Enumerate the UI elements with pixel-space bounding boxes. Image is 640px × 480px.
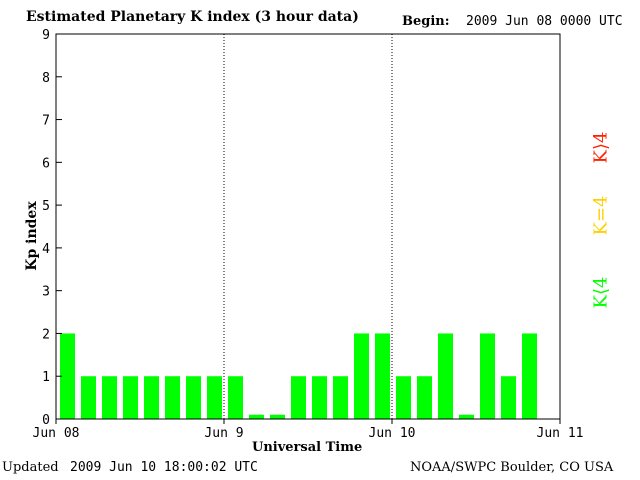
y-tick-label: 8 xyxy=(42,71,50,86)
x-tick-label: Jun 10 xyxy=(369,426,416,441)
x-tick-label: Jun 08 xyxy=(33,426,80,441)
begin-value: 2009 Jun 08 0000 UTC xyxy=(466,14,623,29)
legend-k-below-4: K⟨4 xyxy=(590,276,612,309)
updated-label: Updated xyxy=(2,460,59,475)
y-tick-label: 2 xyxy=(42,327,50,342)
kp-bar xyxy=(81,376,96,419)
kp-bar xyxy=(60,333,75,419)
y-tick-label: 0 xyxy=(42,413,50,428)
kp-bar xyxy=(102,376,117,419)
kp-bar xyxy=(417,376,432,419)
kp-bar xyxy=(291,376,306,419)
x-tick-label: Jun 11 xyxy=(537,426,584,441)
y-tick-label: 4 xyxy=(42,242,50,257)
kp-bar xyxy=(354,333,369,419)
kp-bar xyxy=(522,333,537,419)
x-tick-label: Jun 9 xyxy=(204,426,243,441)
x-axis-label: Universal Time xyxy=(252,440,363,455)
y-tick-label: 3 xyxy=(42,285,50,300)
kp-bar xyxy=(501,376,516,419)
credit-text: NOAA/SWPC Boulder, CO USA xyxy=(410,460,614,475)
kp-bar xyxy=(228,376,243,419)
y-tick-label: 6 xyxy=(42,156,50,171)
kp-bar xyxy=(165,376,180,419)
kp-bar xyxy=(333,376,348,419)
y-tick-label: 1 xyxy=(42,370,50,385)
kp-bar xyxy=(438,333,453,419)
begin-label: Begin: xyxy=(402,14,450,29)
kp-bar xyxy=(270,414,285,419)
y-tick-label: 7 xyxy=(42,114,50,129)
kp-bar xyxy=(480,333,495,419)
kp-bar xyxy=(186,376,201,419)
kp-bar xyxy=(396,376,411,419)
kp-bar xyxy=(312,376,327,419)
chart-title: Estimated Planetary K index (3 hour data… xyxy=(26,9,359,25)
y-tick-label: 5 xyxy=(42,199,50,214)
kp-bar xyxy=(375,333,390,419)
kp-bar xyxy=(144,376,159,419)
kp-bar xyxy=(123,376,138,419)
kp-bar xyxy=(249,414,264,419)
kp-bar xyxy=(459,414,474,419)
kp-bar xyxy=(207,376,222,419)
y-tick-label: 9 xyxy=(42,28,50,43)
plot-frame xyxy=(55,33,561,420)
updated-timestamp: 2009 Jun 10 18:00:02 UTC xyxy=(70,460,258,475)
y-axis-label: Kp index xyxy=(24,201,40,271)
